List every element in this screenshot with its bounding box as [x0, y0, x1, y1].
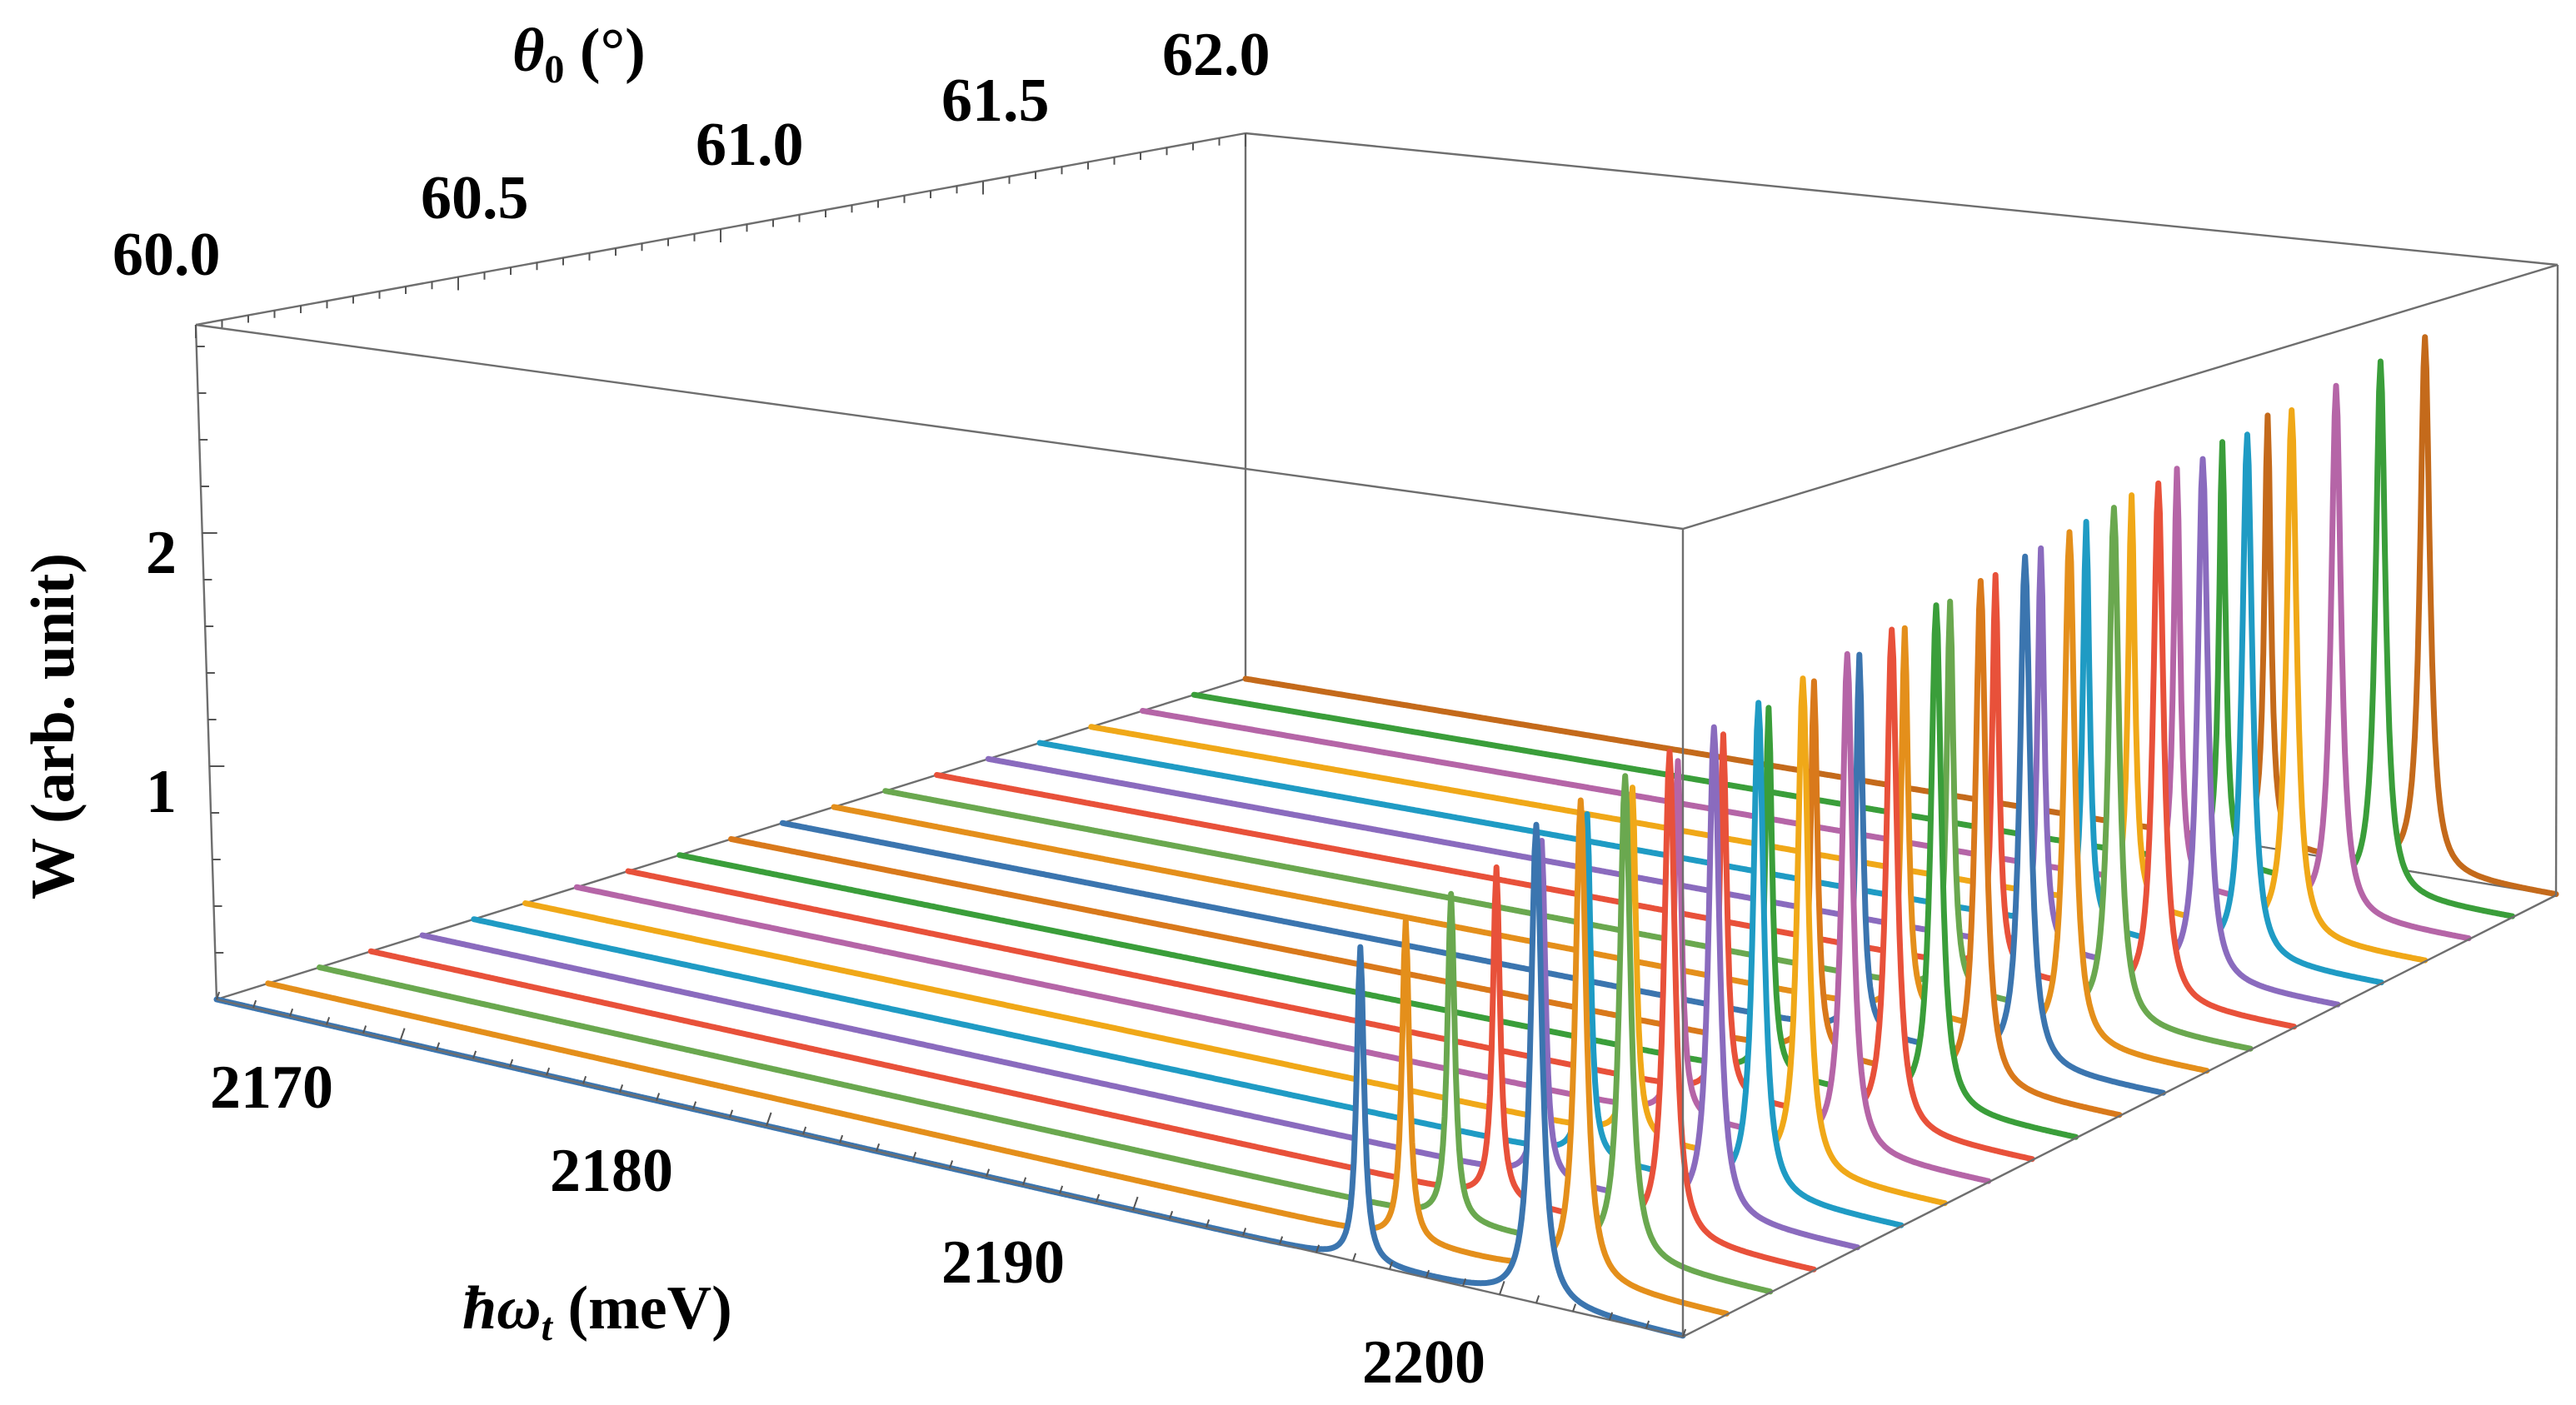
x-tick-labels: 2170 2180 2190 2200	[210, 1054, 1485, 1397]
axis-tick	[1022, 1177, 1027, 1186]
y-axis-label-unit: (°)	[564, 17, 645, 85]
axis-tick	[1279, 1236, 1284, 1244]
axis-tick	[876, 1143, 881, 1152]
x-axis-label-unit: (meV)	[552, 1274, 732, 1343]
y-tick-label: 60.5	[421, 164, 529, 232]
axis-tick	[509, 1059, 514, 1068]
axis-tick	[1242, 1228, 1247, 1236]
x-axis-label-symbol: ħω	[462, 1274, 542, 1343]
axis-tick	[1169, 1210, 1174, 1219]
axis-tick	[729, 1109, 734, 1119]
axis-tick	[1206, 1219, 1211, 1228]
axis-tick	[436, 1042, 441, 1051]
axis-tick	[1499, 1281, 1505, 1295]
y-axis-label: θ0 (°)	[512, 17, 646, 92]
axis-tick	[1059, 1185, 1064, 1194]
axis-tick	[472, 1050, 477, 1059]
axis-tick	[912, 1152, 917, 1160]
box-edge-vertical-left	[194, 324, 218, 1000]
y-axis-label-subscript: 0	[544, 47, 564, 92]
y-tick-label: 60.0	[112, 221, 221, 289]
axis-tick	[326, 1017, 331, 1025]
axis-tick	[619, 1084, 624, 1093]
axis-tick	[252, 999, 257, 1009]
box-edge-vertical-right	[2554, 264, 2559, 896]
z-tick-label: 1	[146, 758, 177, 826]
box-edge-top-left	[195, 323, 1684, 531]
y-tick-labels: 60.0 60.5 61.0 61.5 62.0	[112, 21, 1271, 289]
axis-tick	[1352, 1253, 1357, 1262]
series-trace	[265, 797, 1730, 1317]
axis-tick	[362, 1025, 367, 1034]
axis-tick	[1096, 1193, 1101, 1203]
axis-tick	[766, 1112, 772, 1127]
axis-tick	[986, 1168, 991, 1177]
axis-ticks	[195, 133, 1687, 1338]
axis-tick	[1609, 1312, 1614, 1321]
x-tick-label: 2180	[550, 1137, 673, 1205]
x-tick-label: 2190	[941, 1228, 1065, 1297]
axis-tick	[1535, 1295, 1540, 1303]
z-axis-label: W (arb. unit)	[19, 553, 87, 899]
box-edge-top-right	[1245, 132, 2559, 267]
x-tick-label: 2200	[1362, 1328, 1485, 1397]
axis-tick	[1425, 1269, 1430, 1278]
series-traces	[213, 334, 2559, 1339]
x-axis-label-subscript: t	[542, 1305, 554, 1349]
x-tick-label: 2170	[210, 1054, 333, 1122]
box-edge-floor-front-right	[1682, 894, 2557, 1338]
y-axis-label-symbol: θ	[512, 17, 544, 85]
axis-tick	[1572, 1303, 1577, 1312]
y-tick-label: 62.0	[1162, 21, 1271, 89]
box-edge-top-front	[1682, 263, 2559, 531]
axis-tick	[1389, 1261, 1394, 1270]
axis-tick	[546, 1067, 551, 1076]
y-tick-label: 61.0	[696, 111, 804, 179]
axis-tick	[1462, 1278, 1467, 1287]
axis-tick	[802, 1126, 807, 1135]
axis-tick	[289, 1008, 294, 1017]
axis-tick	[399, 1028, 406, 1042]
axis-tick	[582, 1075, 587, 1084]
axis-tick	[216, 991, 221, 1000]
axis-tick	[692, 1101, 697, 1109]
axis-tick	[1645, 1320, 1650, 1329]
z-tick-labels: 1 2	[146, 519, 177, 826]
axis-tick	[1682, 1328, 1687, 1338]
axis-tick	[1132, 1196, 1139, 1211]
axis-tick	[1315, 1244, 1320, 1253]
axis-tick	[656, 1093, 661, 1101]
axis-tick	[839, 1134, 844, 1143]
x-axis-label: ħωt (meV)	[462, 1274, 732, 1349]
z-tick-label: 2	[146, 519, 177, 587]
y-tick-label: 61.5	[941, 67, 1050, 135]
axis-tick	[949, 1160, 954, 1168]
